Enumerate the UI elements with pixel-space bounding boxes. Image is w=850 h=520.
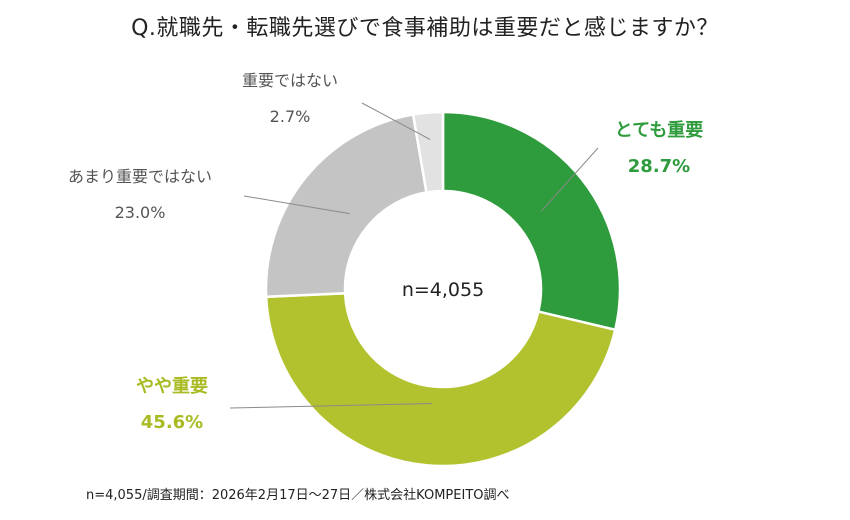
slice-value-4: 2.7% <box>270 107 311 126</box>
leader-line-4 <box>361 102 431 140</box>
footnote: n=4,055/調査期間：2026年2月17日〜27日／株式会社KOMPEITO… <box>86 488 510 503</box>
slice-label-1: とても重要 <box>615 119 704 141</box>
slice-label-3: あまり重要ではない <box>68 167 212 186</box>
slice-value-1: 28.7% <box>628 156 690 177</box>
donut-slice-1 <box>441 110 622 332</box>
chart-title: Q.就職先・転職先選びで食事補助は重要だと感じますか？ <box>131 16 719 41</box>
slice-label-2: やや重要 <box>136 375 208 397</box>
slice-value-3: 23.0% <box>115 203 166 222</box>
leader-line-3 <box>243 195 350 215</box>
donut-slice-3 <box>264 113 428 299</box>
donut-slice-2 <box>264 292 617 468</box>
slice-value-2: 45.6% <box>141 412 203 433</box>
leader-line-1 <box>540 147 599 212</box>
center-sample-label: n=4,055 <box>402 279 484 301</box>
slice-label-4: 重要ではない <box>242 71 338 90</box>
leader-line-2 <box>229 402 433 409</box>
donut-slice-4 <box>411 110 445 194</box>
